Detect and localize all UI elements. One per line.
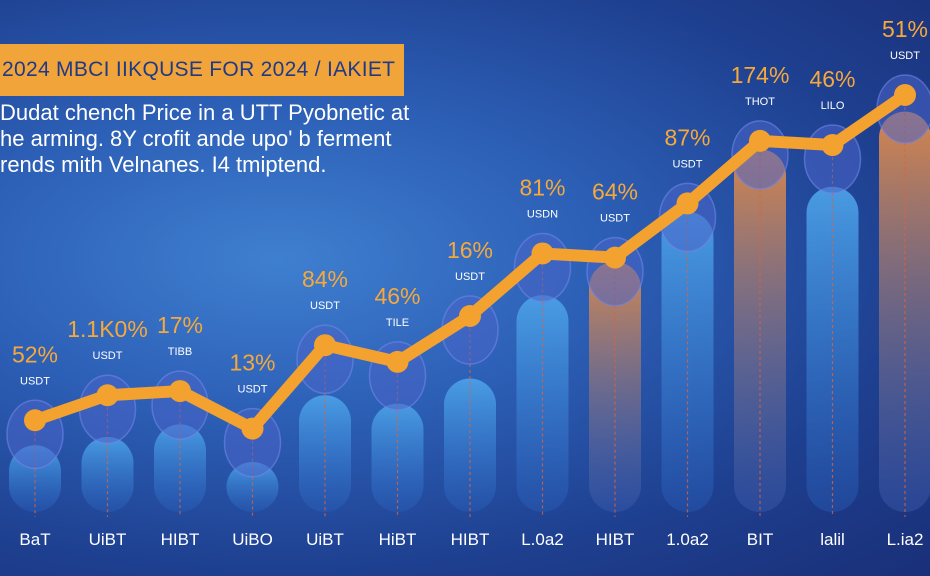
value-label-4: 84% [302,266,348,292]
trend-line-layer [24,84,916,440]
sub-label-6: USDT [455,271,485,283]
x-tick-label-9: 1.0a2 [666,530,709,549]
bar-10 [734,149,786,512]
value-label-7: 81% [519,174,565,200]
value-label-0: 52% [12,341,58,367]
value-label-10: 174% [731,62,790,88]
x-tick-label-0: BaT [19,530,50,549]
sub-label-7: USDN [527,208,558,220]
bar-5 [371,403,424,512]
trend-point-4 [314,334,336,357]
trend-point-7 [531,242,554,265]
bar-6 [444,378,496,512]
trend-point-10 [749,129,771,152]
value-label-6: 16% [447,237,493,263]
sub-label-11: LILO [821,100,845,112]
sub-label-1: USDT [93,350,123,362]
x-axis-labels: BaT UiBT HIBT UiBO UiBT HiBT HIBT L.0a2 HIBT 1.0a… [19,530,923,549]
title-banner: 2024 MBCI IIKQUSE FOR 2024 / IAKIET [0,44,404,96]
trend-point-9 [676,192,699,215]
value-label-9: 87% [664,124,710,150]
sub-label-12: USDT [890,50,920,62]
sub-label-0: USDT [20,375,50,387]
sub-label-8: USDT [600,213,630,225]
subtitle-line-2: he arming. 8Y crofit ande upo' b ferment [0,126,392,151]
x-tick-label-7: L.0a2 [521,530,564,549]
subtitle-line-3: rends mith Velnanes. I4 tmiptend. [0,152,327,177]
x-tick-label-10: BIT [747,530,773,549]
trend-point-3 [241,417,264,440]
value-label-2: 17% [157,312,203,338]
sub-label-5: TILE [386,317,409,329]
x-tick-label-11: lalil [820,530,845,549]
value-label-11: 46% [809,66,855,92]
subtitle-line-1: Dudat chench Price in a UTT Pyobnetic at [0,100,410,125]
value-label-1: 1.1K0% [67,316,148,342]
x-tick-label-6: HIBT [451,530,490,549]
value-label-5: 46% [374,283,420,309]
sub-label-10: THOT [745,96,775,108]
value-label-8: 64% [592,179,638,205]
x-tick-label-4: UiBT [306,530,344,549]
trend-point-11 [821,134,844,157]
trend-point-0 [24,409,46,432]
value-label-3: 13% [229,350,275,376]
x-tick-label-2: HIBT [161,530,200,549]
value-labels: 52% USDT 1.1K0% USDT 17% TIBB 13% USDT 84% USDT 46… [12,16,928,396]
x-tick-label-8: HIBT [596,530,635,549]
x-tick-label-1: UiBT [89,530,127,549]
x-tick-label-5: HiBT [379,530,417,549]
x-tick-label-12: L.ia2 [887,530,924,549]
bar-2 [154,424,206,512]
trend-point-5 [386,350,409,373]
sub-label-4: USDT [310,300,340,312]
trend-point-12 [894,84,916,106]
chart-title: 2024 MBCI IIKQUSE FOR 2024 / IAKIET [2,58,396,81]
bar-8 [589,261,641,512]
x-tick-label-3: UiBO [232,530,273,549]
trend-point-6 [459,305,481,328]
sub-label-2: TIBB [168,346,192,358]
bar-3 [226,461,279,512]
trend-point-2 [169,380,191,403]
sub-label-3: USDT [238,384,268,396]
trend-point-8 [604,246,626,269]
chart-subtitle: Dudat chench Price in a UTT Pyobnetic at… [0,100,440,178]
trend-point-1 [96,384,119,407]
highlight-blob-4 [296,324,354,394]
sub-label-9: USDT [673,158,703,170]
value-label-12: 51% [882,16,928,42]
